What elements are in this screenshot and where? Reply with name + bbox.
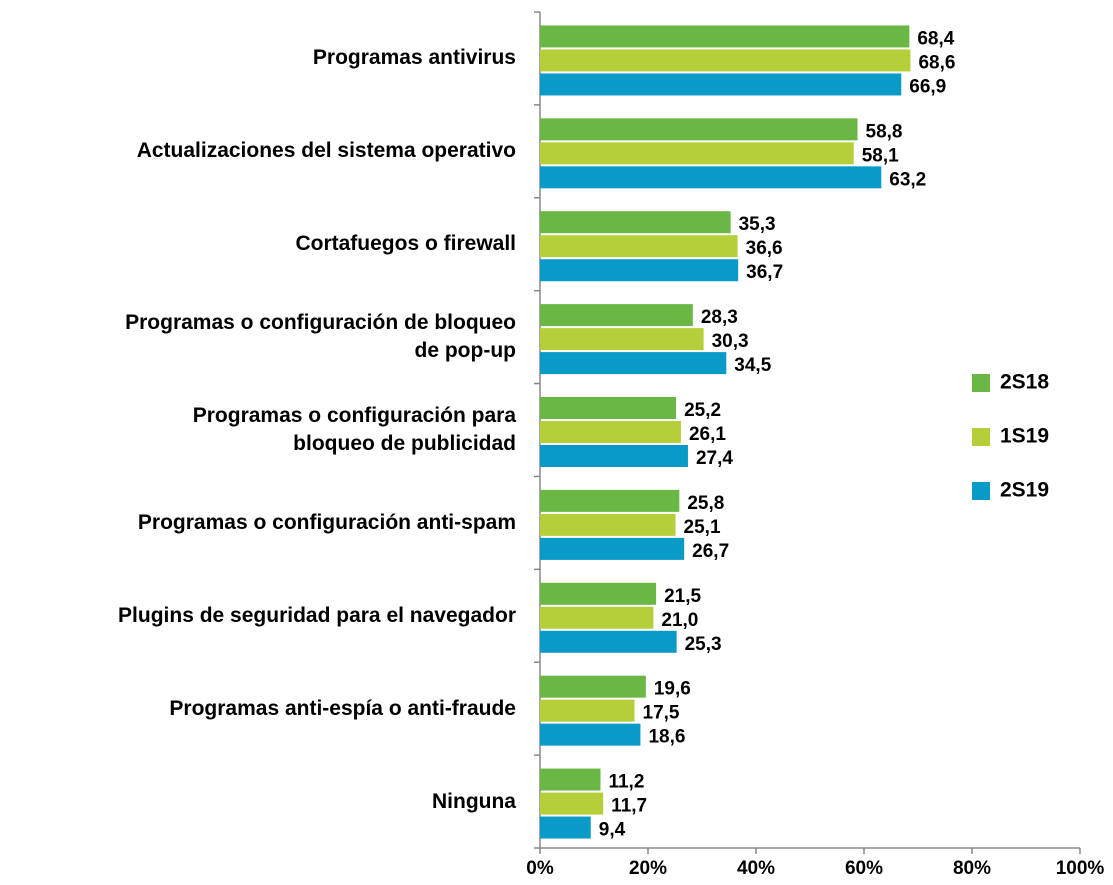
value-label: 63,2 [889, 169, 926, 190]
bar [540, 582, 657, 605]
category-label: Programas o configuración para bloqueo d… [192, 404, 516, 455]
value-label: 21,0 [661, 610, 698, 631]
value-label: 58,8 [866, 121, 903, 142]
value-label: 25,1 [684, 517, 721, 538]
bar [540, 699, 635, 722]
bar [540, 816, 591, 839]
bar [540, 235, 738, 258]
category-label: Programas antivirus [312, 46, 516, 70]
value-label: 17,5 [643, 703, 680, 724]
value-label: 66,9 [909, 76, 946, 97]
value-label: 34,5 [734, 355, 771, 376]
legend-swatch [972, 374, 990, 392]
bar [540, 489, 680, 512]
bar [540, 166, 882, 189]
value-label: 25,8 [687, 493, 724, 514]
legend-swatch [972, 482, 990, 500]
legend-label: 2S19 [1000, 479, 1049, 502]
bar [540, 328, 704, 351]
bar [540, 792, 604, 815]
x-tick-label: 20% [629, 858, 667, 879]
value-label: 11,2 [608, 772, 644, 793]
category-label: Programas anti-espía o anti-fraude [169, 696, 516, 720]
legend-label: 1S19 [1000, 425, 1049, 448]
value-label: 36,7 [746, 262, 783, 283]
value-label: 36,6 [746, 238, 783, 259]
x-tick-label: 80% [953, 858, 991, 879]
x-tick-label: 100% [1056, 858, 1105, 879]
bar [540, 304, 693, 327]
value-label: 27,4 [696, 448, 733, 469]
value-label: 21,5 [664, 586, 701, 607]
value-label: 68,6 [918, 52, 955, 73]
value-label: 19,6 [654, 679, 691, 700]
bar [540, 352, 727, 375]
legend-swatch [972, 428, 990, 446]
bar [540, 768, 601, 791]
bar [540, 630, 677, 653]
value-label: 9,4 [599, 820, 626, 841]
bar [540, 142, 854, 165]
bar [540, 73, 902, 96]
bar [540, 259, 739, 282]
category-label: Actualizaciones del sistema operativo [136, 139, 516, 163]
bar [540, 25, 910, 48]
bar [540, 49, 911, 72]
bar [540, 445, 688, 467]
x-tick-label: 60% [845, 858, 883, 879]
value-label: 28,3 [701, 307, 738, 328]
value-label: 68,4 [917, 28, 954, 49]
value-label: 26,1 [689, 424, 726, 445]
value-label: 18,6 [648, 727, 685, 748]
legend-label: 2S18 [1000, 371, 1049, 394]
value-label: 25,2 [684, 400, 721, 421]
category-label: Plugins de seguridad para el navegador [118, 603, 516, 627]
x-tick-label: 40% [737, 858, 775, 879]
category-label: Programas o configuración anti-spam [137, 510, 516, 534]
value-label: 26,7 [692, 541, 729, 562]
bar [540, 397, 677, 419]
bar [540, 513, 676, 536]
category-label: Programas o configuración de bloqueo de … [125, 311, 516, 363]
value-label: 35,3 [739, 214, 776, 235]
bar [540, 723, 641, 746]
x-tick-label: 0% [526, 858, 554, 879]
bar [540, 675, 646, 698]
bar [540, 537, 685, 560]
bar [540, 118, 858, 141]
value-label: 30,3 [712, 331, 749, 352]
category-label: Ninguna [432, 789, 516, 813]
category-label: Cortafuegos o firewall [295, 232, 516, 256]
value-label: 25,3 [685, 634, 722, 655]
value-label: 11,7 [611, 796, 647, 817]
value-label: 58,1 [862, 145, 899, 166]
bar [540, 606, 654, 629]
bar [540, 421, 681, 443]
bar [540, 211, 731, 234]
